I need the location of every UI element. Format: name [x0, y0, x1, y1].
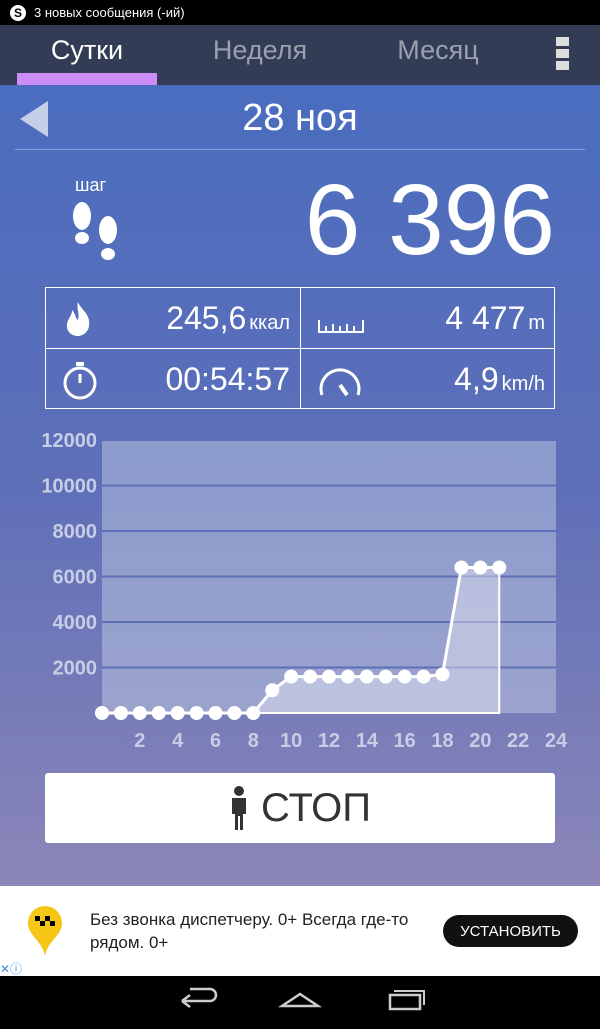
- taxi-logo-icon: [28, 906, 62, 956]
- y-tick-label: 12000: [41, 430, 97, 452]
- distance-unit: m: [528, 312, 545, 334]
- active-tab-indicator: [17, 73, 157, 85]
- calories-value: 245,6: [166, 300, 247, 336]
- data-point: [132, 706, 147, 720]
- data-point: [246, 706, 261, 720]
- data-point: [340, 669, 355, 684]
- data-point: [151, 706, 166, 720]
- tab-month[interactable]: Месяц: [397, 35, 479, 65]
- data-point: [113, 706, 128, 720]
- stop-label: СТОП: [260, 785, 372, 830]
- x-tick-label: 20: [469, 730, 491, 752]
- x-tick-label: 22: [507, 730, 529, 752]
- data-point: [170, 706, 185, 720]
- divider: [15, 149, 585, 150]
- stop-button[interactable]: СТОП: [45, 773, 555, 843]
- stats-grid: 245,6 ккал 4 477 m 00:54:57 4,9 km/h: [45, 287, 555, 409]
- x-tick-label: 14: [356, 730, 379, 752]
- x-tick-label: 10: [280, 730, 302, 752]
- recents-nav-icon[interactable]: [388, 990, 425, 1011]
- speedometer-icon: [319, 368, 361, 397]
- x-tick-label: 18: [431, 730, 453, 752]
- stopwatch-icon: [63, 362, 97, 400]
- time-cell: 00:54:57: [46, 349, 300, 409]
- y-tick-label: 6000: [53, 567, 98, 589]
- series-line: [102, 565, 500, 715]
- tab-week[interactable]: Неделя: [212, 35, 308, 65]
- step-count: 6 396: [304, 164, 555, 276]
- date-title: 28 ноя: [242, 97, 358, 139]
- data-point: [378, 669, 393, 684]
- skype-icon: S: [10, 4, 26, 21]
- grid-divider: [46, 348, 554, 349]
- calories-cell: 245,6 ккал: [46, 288, 300, 348]
- data-point: [303, 669, 318, 684]
- status-bar: S 3 новых сообщения (-ий): [0, 0, 600, 25]
- distance-value: 4 477: [445, 300, 526, 336]
- notification-text: 3 новых сообщения (-ий): [34, 5, 185, 20]
- speed-value: 4,9: [454, 361, 499, 397]
- time-value: 00:54:57: [165, 361, 290, 397]
- data-point: [397, 669, 412, 684]
- data-point: [265, 683, 280, 698]
- adchoices-icon[interactable]: ✕ⓘ: [0, 962, 23, 976]
- tab-bar: Сутки Неделя Месяц: [0, 25, 600, 85]
- data-point: [492, 560, 507, 575]
- steps-label: шаг: [75, 175, 107, 195]
- data-point: [227, 706, 242, 720]
- person-icon: [231, 786, 246, 830]
- data-point: [435, 667, 450, 682]
- x-tick-label: 24: [545, 730, 568, 752]
- data-point: [416, 669, 431, 684]
- footprints-icon: [73, 202, 117, 260]
- x-tick-label: 16: [394, 730, 416, 752]
- x-tick-label: 8: [248, 730, 259, 752]
- ruler-icon: [318, 320, 364, 333]
- y-tick-label: 2000: [53, 658, 98, 680]
- install-button[interactable]: УСТАНОВИТЬ: [443, 915, 578, 947]
- x-tick-label: 2: [134, 730, 145, 752]
- overflow-menu-icon[interactable]: [556, 37, 569, 73]
- data-point: [284, 669, 299, 684]
- previous-day-button[interactable]: [20, 101, 48, 137]
- tab-day[interactable]: Сутки: [50, 35, 124, 65]
- speed-cell: 4,9 km/h: [301, 349, 555, 409]
- data-point: [322, 669, 336, 684]
- x-tick-label: 12: [318, 730, 340, 752]
- main-panel: 28 ноя шаг 6 396 245,6 ккал 4 477 m 00:54:…: [0, 85, 600, 886]
- calories-unit: ккал: [249, 312, 290, 334]
- y-tick-label: 4000: [53, 612, 98, 634]
- y-tick-label: 10000: [41, 476, 97, 498]
- x-tick-label: 4: [172, 730, 184, 752]
- home-nav-icon[interactable]: [277, 992, 323, 1008]
- x-tick-label: 6: [210, 730, 221, 752]
- distance-cell: 4 477 m: [301, 288, 555, 348]
- ad-banner[interactable]: Без звонка диспетчеру. 0+ Всегда где-то …: [0, 886, 600, 976]
- back-nav-icon[interactable]: [181, 987, 218, 1008]
- data-point: [189, 706, 204, 720]
- y-tick-label: 8000: [53, 521, 98, 543]
- ad-text: Без звонка диспетчеру. 0+ Всегда где-то …: [90, 910, 409, 952]
- fire-icon: [66, 302, 90, 336]
- data-point: [454, 560, 469, 575]
- speed-unit: km/h: [501, 373, 545, 395]
- data-point: [208, 706, 223, 720]
- data-point: [473, 560, 488, 575]
- data-point: [359, 669, 374, 684]
- navigation-bar: [0, 976, 600, 1024]
- data-point: [95, 706, 109, 720]
